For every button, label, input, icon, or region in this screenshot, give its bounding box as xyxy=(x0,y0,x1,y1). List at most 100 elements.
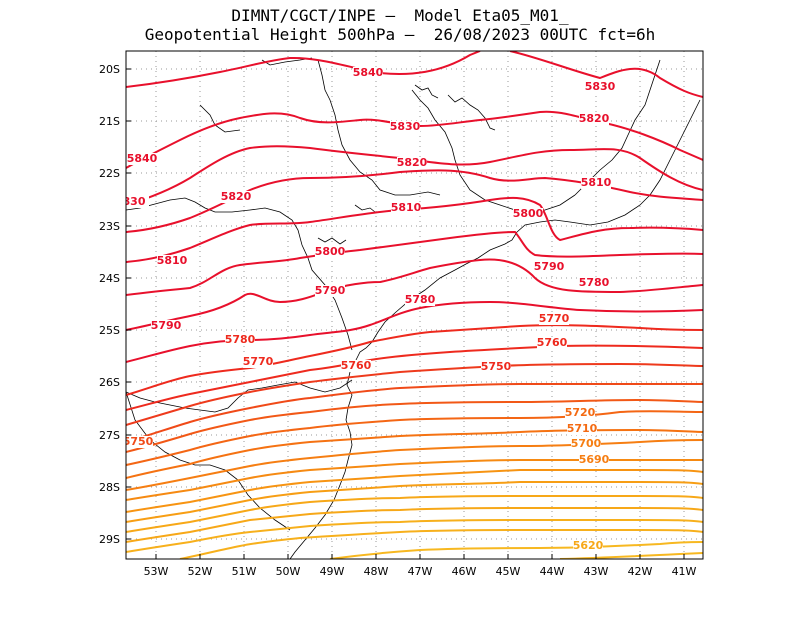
contour-label-bg xyxy=(579,454,609,466)
contour-label-bg xyxy=(151,320,181,332)
contour-5750 xyxy=(126,362,703,426)
contour-5720 xyxy=(126,410,703,466)
lon-label: 53W xyxy=(144,565,169,578)
contour-label: 5770 xyxy=(243,355,274,368)
contour-label: 5790 xyxy=(315,284,346,297)
longitude-labels: 53W 52W 51W 50W 49W 48W 47W 46W 45W 44W 43W 42W 41W xyxy=(144,565,697,578)
contour-5780 xyxy=(126,300,703,363)
coast-east xyxy=(649,99,701,196)
state-border-6 xyxy=(516,194,651,233)
contour-5790 xyxy=(126,258,703,331)
contour-5770 xyxy=(126,324,703,396)
contour-label: 5840 xyxy=(353,66,384,79)
lat-label: 29S xyxy=(99,533,120,546)
contour-label-bg xyxy=(126,436,153,448)
contour-label-bg xyxy=(315,246,345,258)
contour-label: 5780 xyxy=(405,293,436,306)
chart-title-line1: DIMNT/CGCT/INPE – Model Eta05_M01_ xyxy=(231,6,569,25)
contour-5700 xyxy=(126,439,703,491)
contour-label: 5750 xyxy=(123,435,154,448)
lat-label: 20S xyxy=(99,63,120,76)
lon-label: 45W xyxy=(496,565,521,578)
contour-label-bg xyxy=(341,360,371,372)
contour-5640 xyxy=(126,518,703,553)
contour-5670 xyxy=(126,480,703,523)
lon-label: 49W xyxy=(320,565,345,578)
contour-label: 5830 xyxy=(390,120,421,133)
contour-5620 xyxy=(329,541,703,559)
contour-label-bg xyxy=(513,208,543,220)
contour-label-bg xyxy=(571,438,601,450)
contour-label-bg xyxy=(127,153,157,165)
reservoir-3 xyxy=(317,237,347,245)
contour-5840 xyxy=(126,51,481,88)
contour-label: 5760 xyxy=(341,359,372,372)
contour-label: 5830 xyxy=(585,80,616,93)
contour-label-bg xyxy=(585,81,615,93)
state-border-3 xyxy=(126,379,353,413)
contour-label-bg xyxy=(126,196,149,208)
contour-label: 5790 xyxy=(151,319,182,332)
contour-label: 5700 xyxy=(571,437,602,450)
contour-label: 5810 xyxy=(391,201,422,214)
reservoir-4 xyxy=(354,204,376,213)
contour-label-bg xyxy=(353,67,383,79)
contour-label: 5760 xyxy=(537,336,568,349)
contour-label-bg xyxy=(157,255,187,267)
reservoir-1 xyxy=(447,94,496,131)
contour-5800 xyxy=(126,230,703,296)
contour-label-bg xyxy=(390,121,420,133)
height-contours xyxy=(126,51,703,559)
contour-label-bg xyxy=(565,407,595,419)
contour-label: 5770 xyxy=(539,312,570,325)
contour-label-bg xyxy=(539,313,569,325)
contour-label: 5780 xyxy=(579,276,610,289)
contour-label: 5820 xyxy=(579,112,610,125)
state-border-1 xyxy=(317,59,441,196)
lon-label: 50W xyxy=(276,565,301,578)
contour-5630 xyxy=(179,528,703,559)
contour-label-bg xyxy=(315,285,345,297)
contour-label: 5720 xyxy=(565,406,596,419)
contour-label: 5810 xyxy=(581,176,612,189)
lat-label: 22S xyxy=(99,167,120,180)
lon-label: 51W xyxy=(232,565,257,578)
contour-5690 xyxy=(126,458,703,501)
contour-label-bg xyxy=(225,334,255,346)
contour-label-bg xyxy=(537,337,567,349)
lat-label: 27S xyxy=(99,429,120,442)
contour-labels: 5840 5830 5830 5820 5840 5820 5810 830 5820 5810 5… xyxy=(123,66,616,552)
contour-label: 5810 xyxy=(157,254,188,267)
lon-label: 41W xyxy=(672,565,697,578)
lon-label: 52W xyxy=(188,565,213,578)
plot-frame xyxy=(125,50,704,560)
contour-5830-a xyxy=(509,51,703,98)
lat-label: 21S xyxy=(99,115,120,128)
contour-5650 xyxy=(126,506,703,543)
contour-label: 830 xyxy=(123,195,146,208)
latitude-labels: 20S 21S 22S 23S 24S 25S 26S 27S 28S 29S xyxy=(99,63,120,546)
contour-label-bg xyxy=(481,361,511,373)
lat-label: 26S xyxy=(99,376,120,389)
lat-label: 25S xyxy=(99,324,120,337)
lon-label: 47W xyxy=(408,565,433,578)
contour-label: 5690 xyxy=(579,453,610,466)
contour-5740 xyxy=(126,382,703,443)
contour-label: 5820 xyxy=(221,190,252,203)
lon-label: 44W xyxy=(540,565,565,578)
contour-label-bg xyxy=(391,202,421,214)
chart-title-line2: Geopotential Height 500hPa – 26/08/2023 … xyxy=(144,25,656,44)
contour-label: 5800 xyxy=(315,245,346,258)
reservoir-2 xyxy=(414,84,439,99)
contour-label: 5840 xyxy=(127,152,158,165)
lat-label: 24S xyxy=(99,272,120,285)
lat-label: 23S xyxy=(99,220,120,233)
contour-label: 5820 xyxy=(397,156,428,169)
contour-label-bg xyxy=(581,177,611,189)
contour-5660 xyxy=(126,494,703,533)
contour-5730 xyxy=(126,398,703,453)
contour-label: 5620 xyxy=(573,539,604,552)
lon-label: 43W xyxy=(584,565,609,578)
contour-label-bg xyxy=(579,113,609,125)
